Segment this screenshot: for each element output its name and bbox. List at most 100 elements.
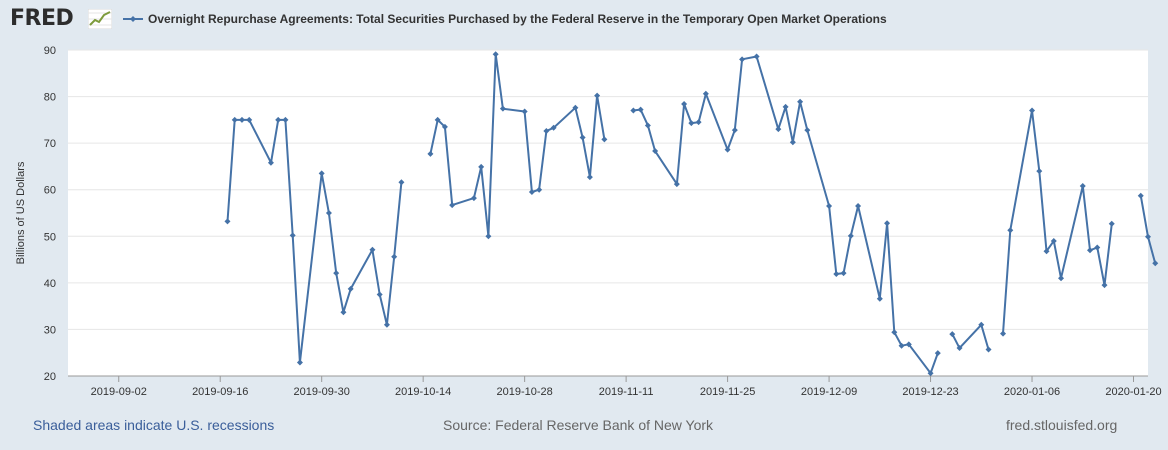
- chart-legend[interactable]: Overnight Repurchase Agreements: Total S…: [123, 11, 887, 27]
- x-tick-label: 2019-11-25: [700, 386, 755, 398]
- data-point: [275, 116, 282, 123]
- data-point: [804, 127, 811, 134]
- data-point: [855, 203, 862, 210]
- data-point: [775, 126, 782, 133]
- data-point: [702, 90, 709, 97]
- y-tick-label: 60: [44, 185, 56, 197]
- data-point: [601, 136, 608, 143]
- data-point: [586, 174, 593, 181]
- data-point: [724, 146, 731, 153]
- data-point: [840, 270, 847, 277]
- data-point: [1101, 282, 1108, 289]
- legend-swatch-icon: [123, 16, 143, 22]
- data-point: [579, 134, 586, 141]
- data-point: [347, 285, 354, 292]
- series-segment: [951, 323, 990, 350]
- data-point: [1087, 247, 1094, 254]
- data-point: [797, 98, 804, 105]
- data-point: [318, 170, 325, 177]
- data-point: [1145, 233, 1151, 240]
- data-point: [543, 128, 550, 135]
- data-point: [398, 179, 405, 186]
- y-tick-label: 30: [44, 324, 56, 336]
- data-point: [898, 342, 905, 349]
- x-tick-label: 2019-11-11: [599, 386, 654, 398]
- data-point: [478, 163, 485, 170]
- x-tick-label: 2020-01-20: [1105, 386, 1161, 398]
- data-point: [949, 331, 956, 338]
- data-point: [630, 107, 637, 114]
- y-axis-label: Billions of US Dollars: [15, 161, 27, 264]
- data-point: [644, 122, 651, 129]
- data-point: [695, 119, 702, 126]
- data-point: [847, 232, 854, 239]
- data-point: [1079, 182, 1086, 189]
- data-point: [1007, 227, 1014, 234]
- data-point: [521, 108, 528, 115]
- x-tick-label: 2019-10-28: [497, 386, 553, 398]
- data-point: [282, 116, 289, 123]
- data-point: [383, 321, 390, 328]
- data-point: [876, 295, 883, 302]
- chart-footer: Shaded areas indicate U.S. recessions So…: [0, 410, 1168, 440]
- data-point: [1036, 168, 1043, 175]
- data-point: [1152, 260, 1159, 267]
- chart-header: FRED Overnight Repurchase Agreements: To…: [0, 0, 1168, 40]
- data-point: [449, 202, 456, 209]
- y-tick-label: 80: [44, 92, 56, 104]
- x-tick-label: 2019-09-02: [91, 386, 147, 398]
- data-point: [789, 139, 796, 146]
- data-point: [528, 189, 535, 196]
- data-point: [1043, 248, 1050, 255]
- data-point: [485, 233, 492, 240]
- data-point: [1058, 275, 1065, 282]
- data-point: [739, 56, 746, 63]
- data-point: [391, 253, 398, 260]
- data-point: [238, 116, 245, 123]
- data-point: [340, 309, 347, 316]
- source-note: Source: Federal Reserve Bank of New York: [443, 417, 714, 433]
- data-point: [224, 218, 231, 225]
- data-point: [652, 148, 659, 155]
- data-point: [296, 359, 303, 366]
- data-point: [441, 123, 448, 130]
- data-point: [325, 210, 332, 216]
- data-point: [594, 92, 601, 99]
- data-point: [1108, 220, 1115, 227]
- data-point: [333, 270, 340, 277]
- recession-note-link[interactable]: Shaded areas indicate U.S. recessions: [33, 417, 275, 433]
- data-point: [572, 104, 579, 111]
- y-tick-label: 50: [44, 231, 56, 243]
- data-point: [673, 181, 680, 188]
- x-tick-label: 2019-09-30: [294, 386, 350, 398]
- data-point: [1050, 237, 1057, 244]
- series-segment: [1002, 109, 1113, 334]
- fred-url[interactable]: fred.stlouisfed.org: [1006, 417, 1118, 433]
- data-point: [267, 159, 274, 166]
- data-point: [934, 350, 941, 357]
- data-point: [289, 232, 296, 239]
- y-tick-label: 40: [44, 278, 56, 290]
- data-point: [927, 370, 934, 377]
- data-point: [536, 186, 543, 193]
- data-point: [782, 103, 789, 110]
- data-point: [470, 195, 477, 202]
- data-point: [978, 321, 985, 328]
- data-point: [826, 203, 833, 210]
- x-tick-label: 2019-12-23: [902, 386, 958, 398]
- data-point: [985, 346, 992, 353]
- data-point: [688, 120, 695, 127]
- data-point: [905, 341, 912, 348]
- data-point: [1000, 330, 1007, 337]
- fred-logo[interactable]: FRED: [10, 6, 74, 31]
- data-point: [1029, 107, 1036, 114]
- data-point: [376, 291, 383, 298]
- y-tick-label: 90: [44, 45, 56, 57]
- data-point: [731, 127, 738, 134]
- data-point: [956, 345, 963, 352]
- data-point: [753, 53, 760, 60]
- series-segment: [633, 55, 939, 375]
- data-point: [499, 105, 506, 112]
- data-point: [1137, 192, 1144, 199]
- data-point: [891, 329, 898, 336]
